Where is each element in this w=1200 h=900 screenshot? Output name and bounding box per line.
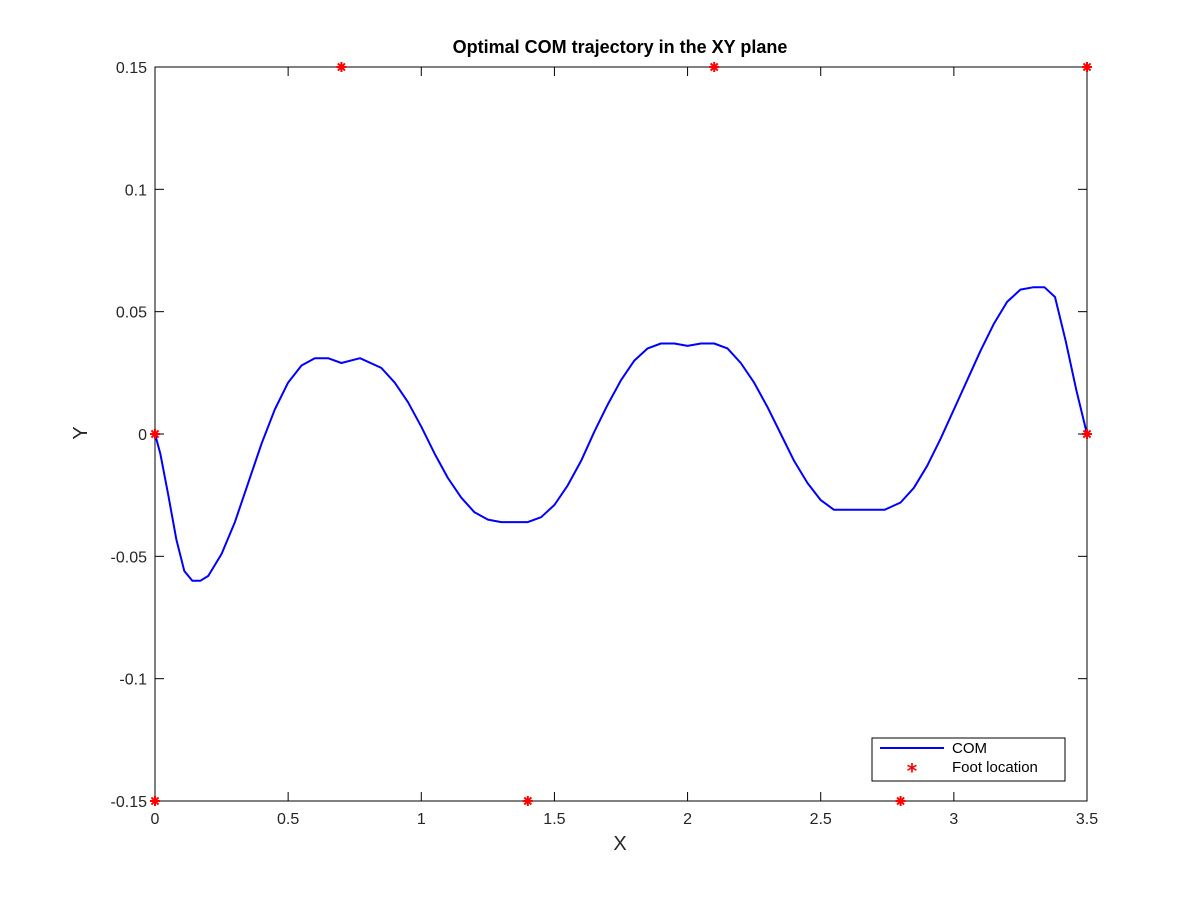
- foot-location-marker: [522, 796, 533, 806]
- chart-title: Optimal COM trajectory in the XY plane: [453, 37, 788, 57]
- legend-foot-marker: *: [907, 759, 918, 783]
- x-axis-label: X: [613, 833, 626, 855]
- x-tick-label: 2: [683, 811, 692, 828]
- legend-com-label: COM: [952, 740, 987, 757]
- x-tick-label: 3.5: [1076, 811, 1098, 828]
- legend: COM * Foot location: [871, 737, 1066, 783]
- x-tick-label: 2.5: [810, 811, 832, 828]
- y-tick-label: -0.05: [111, 549, 148, 566]
- x-tick-label: 1.5: [543, 811, 565, 828]
- legend-box: [871, 737, 1066, 782]
- y-axis-label: Y: [70, 426, 92, 439]
- plot-area: 0 0.5 1 1.5 2 2.5 3 3.5 -0.15 -0.1 -0.05 0 0.05 0.1 0.…: [111, 60, 1099, 828]
- foot-location-marker: [336, 62, 347, 72]
- x-tick-label: 1: [417, 811, 426, 828]
- y-tick-label: 0.1: [125, 182, 147, 199]
- x-tick-label: 3: [949, 811, 958, 828]
- y-tick-label: 0.15: [116, 60, 147, 77]
- x-tick-label: 0: [151, 811, 160, 828]
- axes-frame: [154, 66, 1088, 802]
- y-tick-label: 0: [138, 427, 147, 444]
- y-tick-label: -0.1: [119, 672, 147, 689]
- foot-location-marker: [1082, 429, 1092, 439]
- x-tick-label: 0.5: [277, 811, 299, 828]
- foot-location-marker: [895, 796, 906, 806]
- foot-location-marker: [709, 62, 720, 72]
- com-trajectory-line: [154, 286, 1088, 582]
- foot-location-marker: [1082, 62, 1092, 72]
- y-tick-label: -0.15: [111, 794, 148, 811]
- legend-foot-label: Foot location: [952, 759, 1038, 776]
- y-tick-label: 0.05: [116, 305, 147, 322]
- foot-location-marker: [150, 796, 160, 806]
- foot-location-marker: [150, 429, 160, 439]
